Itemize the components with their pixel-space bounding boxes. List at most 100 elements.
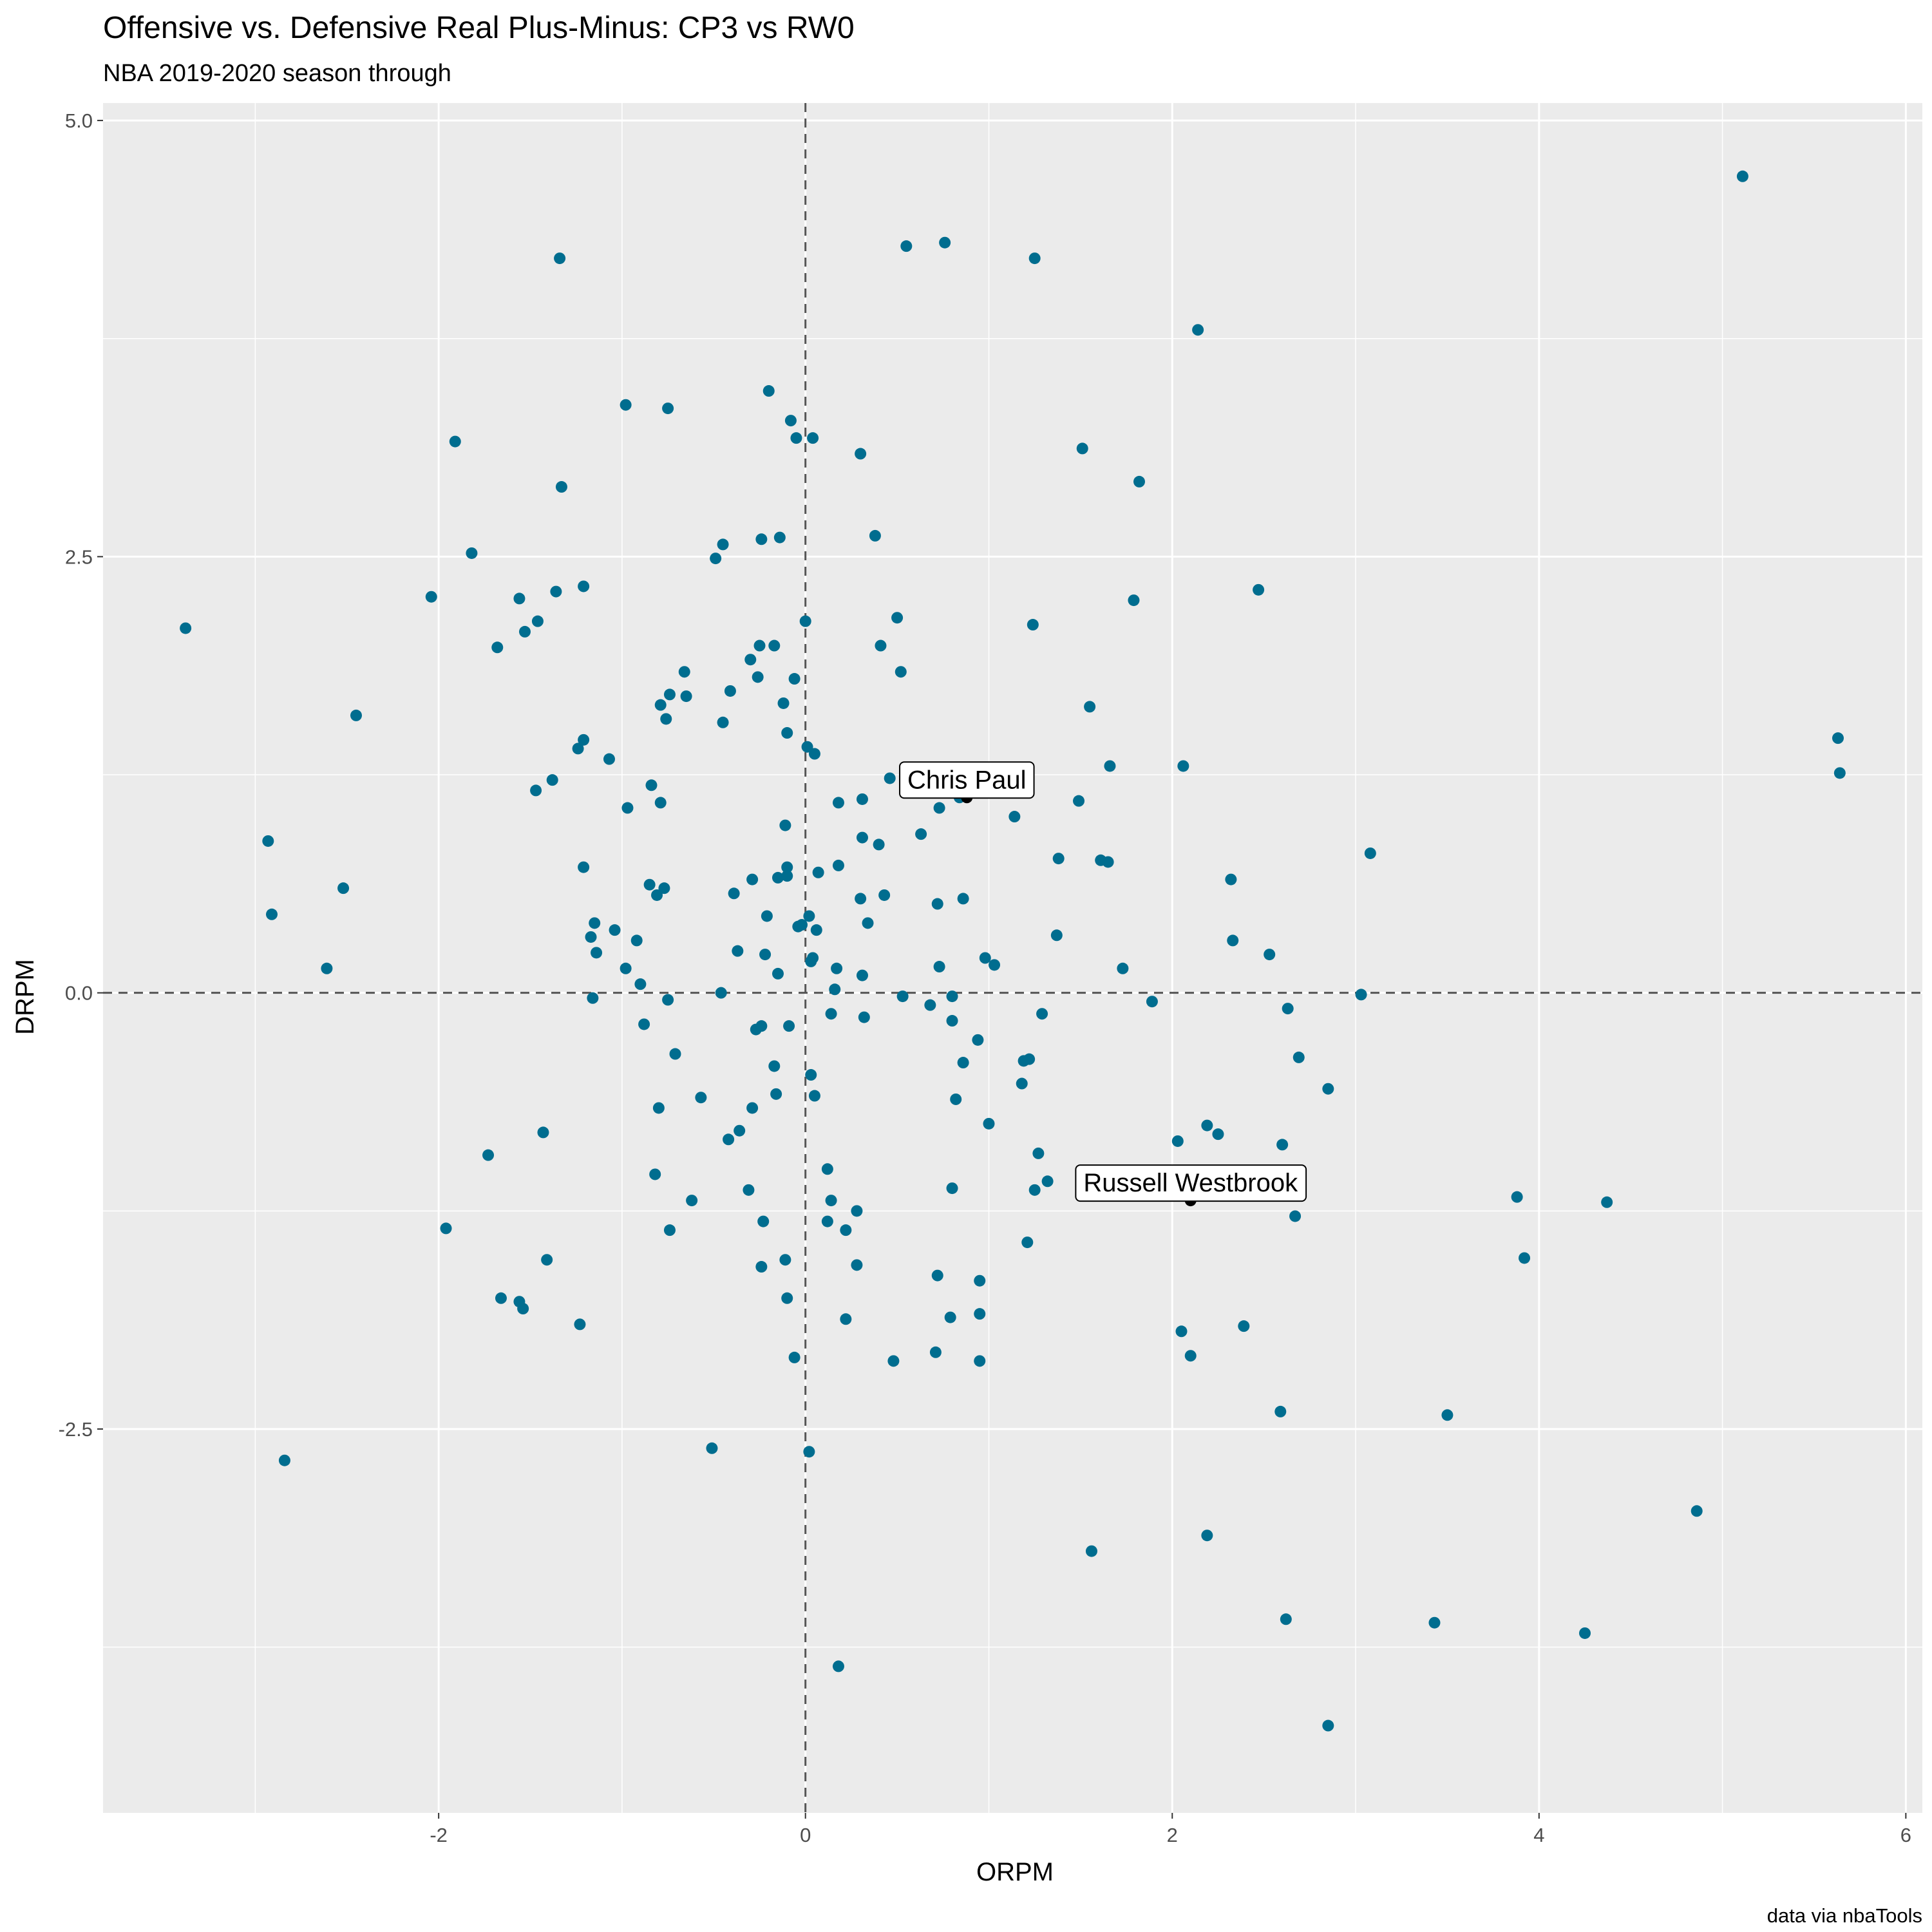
data-point xyxy=(784,415,797,427)
data-point xyxy=(634,978,647,990)
data-point xyxy=(805,1069,817,1081)
x-tick-label: 4 xyxy=(1533,1824,1544,1846)
data-point xyxy=(643,878,656,891)
data-point xyxy=(1028,252,1041,265)
data-point xyxy=(1225,873,1237,886)
data-point xyxy=(715,987,727,999)
data-point xyxy=(858,1011,870,1023)
data-point xyxy=(572,743,584,755)
data-point xyxy=(781,861,793,873)
y-tick-label: 0.0 xyxy=(65,982,93,1005)
data-point xyxy=(770,1088,782,1100)
data-point xyxy=(807,952,819,964)
data-point xyxy=(1322,1719,1334,1732)
data-point xyxy=(1052,853,1065,865)
y-tick-label: 2.5 xyxy=(65,545,93,568)
data-point xyxy=(695,1092,707,1104)
player-label: Russell Westbrook xyxy=(1075,1164,1307,1202)
data-point xyxy=(974,1355,986,1367)
data-point xyxy=(1364,847,1376,859)
data-point xyxy=(1021,1236,1034,1249)
data-point xyxy=(781,870,793,882)
data-point xyxy=(1212,1128,1224,1141)
data-point xyxy=(337,882,350,895)
data-point xyxy=(530,784,542,797)
data-point xyxy=(974,1308,986,1320)
data-point xyxy=(1184,1350,1197,1362)
data-point xyxy=(825,1008,837,1020)
data-point xyxy=(869,529,881,542)
data-point xyxy=(803,1446,815,1458)
data-point xyxy=(706,1442,718,1454)
data-point xyxy=(589,917,601,929)
data-point xyxy=(983,1117,995,1130)
data-point xyxy=(887,1355,900,1367)
data-point xyxy=(933,802,945,814)
data-point xyxy=(946,990,958,1003)
data-point xyxy=(717,538,729,551)
data-point xyxy=(957,1057,969,1069)
data-point xyxy=(799,615,811,627)
data-point xyxy=(1511,1191,1523,1203)
data-point xyxy=(1519,1252,1531,1264)
x-tick-label: 0 xyxy=(800,1824,811,1846)
data-point xyxy=(762,385,775,397)
data-point xyxy=(555,481,567,493)
data-point xyxy=(1023,1053,1036,1065)
player-label: Chris Paul xyxy=(899,761,1035,799)
data-point xyxy=(663,688,676,701)
data-point xyxy=(1227,934,1239,947)
data-point xyxy=(1355,989,1367,1001)
data-point xyxy=(1171,1135,1184,1147)
data-point xyxy=(466,547,478,559)
data-point xyxy=(1736,170,1748,182)
data-point xyxy=(851,1259,863,1271)
data-point xyxy=(1175,1325,1188,1338)
data-point xyxy=(801,741,813,753)
data-point xyxy=(1690,1505,1703,1517)
data-point xyxy=(884,772,896,784)
data-point xyxy=(808,1090,820,1102)
data-point xyxy=(777,697,790,709)
data-point xyxy=(779,819,791,831)
data-point xyxy=(662,994,674,1006)
data-point xyxy=(808,748,820,760)
reference-lines xyxy=(103,103,1922,1813)
data-point xyxy=(518,625,531,638)
data-point xyxy=(652,1102,665,1114)
data-point xyxy=(807,432,819,444)
data-point xyxy=(537,1126,549,1139)
data-point xyxy=(1192,324,1204,336)
data-point xyxy=(669,1048,681,1060)
data-point xyxy=(1428,1616,1441,1629)
data-point xyxy=(591,947,603,959)
data-point xyxy=(546,774,558,786)
data-point xyxy=(746,1102,759,1114)
data-point xyxy=(772,967,784,980)
data-point xyxy=(609,924,621,936)
data-point xyxy=(1009,811,1021,823)
data-point xyxy=(856,831,868,844)
data-point xyxy=(753,639,766,652)
data-point xyxy=(856,793,868,805)
data-point xyxy=(743,1184,755,1196)
data-point xyxy=(265,908,278,920)
data-point xyxy=(781,1292,793,1304)
data-point xyxy=(759,949,772,961)
data-point xyxy=(491,641,504,654)
data-point xyxy=(678,666,690,678)
data-point xyxy=(1274,1405,1287,1417)
data-point xyxy=(781,727,793,739)
chart-subtitle: NBA 2019-2020 season through xyxy=(103,60,451,87)
data-point xyxy=(1280,1613,1292,1625)
player-label-text: Russell Westbrook xyxy=(1083,1169,1298,1197)
data-point xyxy=(603,753,615,765)
data-point xyxy=(1238,1320,1250,1332)
data-point xyxy=(755,533,768,545)
data-point xyxy=(796,919,808,931)
data-point xyxy=(752,671,764,683)
data-point xyxy=(875,639,887,652)
y-axis-ticks: -2.5 0.0 2.5 5.0 xyxy=(59,109,103,1441)
data-point xyxy=(831,962,843,974)
data-point xyxy=(788,1351,800,1363)
